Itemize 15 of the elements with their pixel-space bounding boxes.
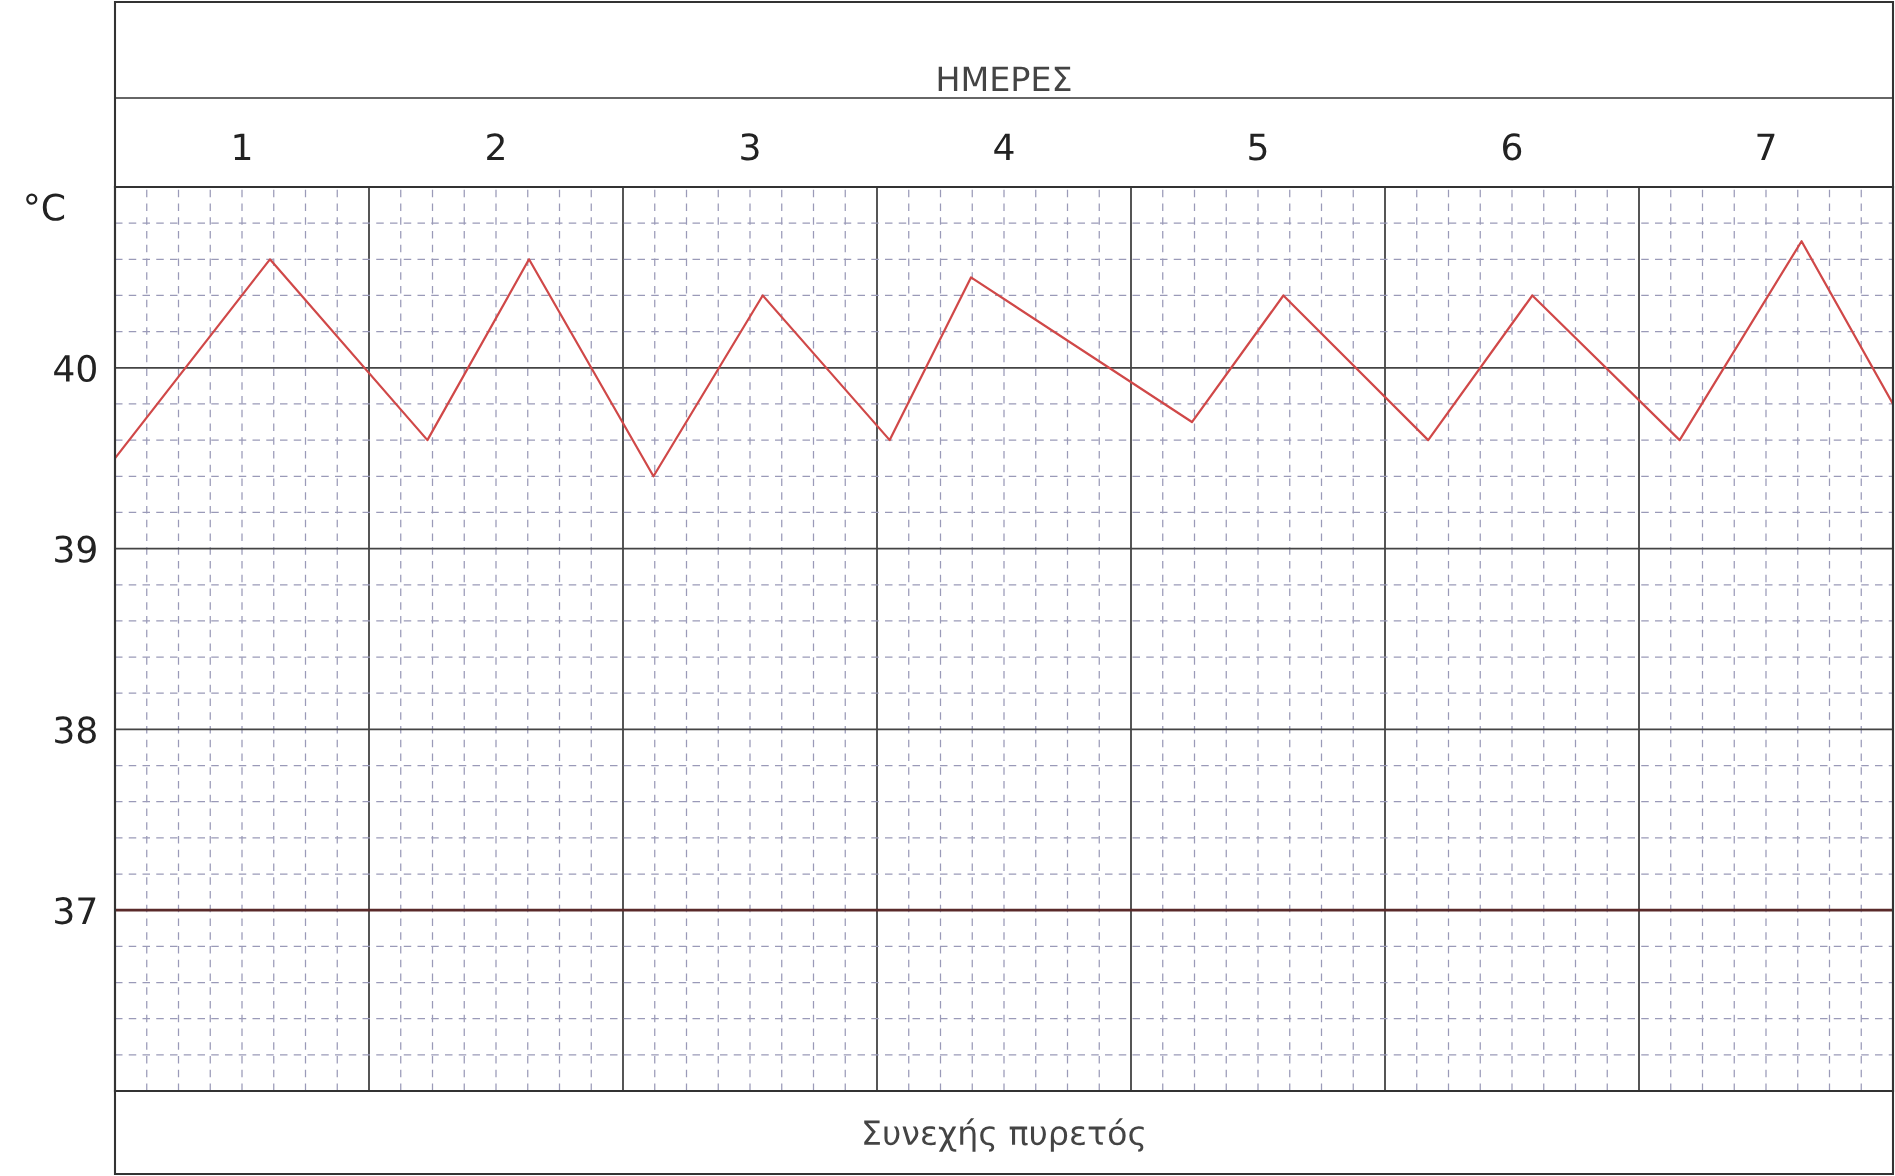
text: Συνεχής πυρετός xyxy=(864,1118,1144,1152)
y-tick-label: 37 xyxy=(55,897,96,925)
x-tick-label: 2 xyxy=(487,133,504,161)
x-tick-label: 3 xyxy=(741,133,759,161)
x-axis-title: ΗΜΕΡΕΣ xyxy=(938,66,1071,91)
x-tick-label: 7 xyxy=(1757,133,1775,161)
line-series xyxy=(115,240,1893,478)
x-tick-label: 5 xyxy=(1249,133,1267,161)
y-tick-label: 38 xyxy=(55,716,96,744)
y-tick-label: 39 xyxy=(55,535,96,563)
x-tick-label: 1 xyxy=(234,133,251,161)
y-tick-label: 40 xyxy=(54,354,96,383)
y-axis-title: °C xyxy=(26,193,65,221)
x-tick-label: 4 xyxy=(994,133,1014,161)
x-tick-label: 6 xyxy=(1503,133,1522,161)
